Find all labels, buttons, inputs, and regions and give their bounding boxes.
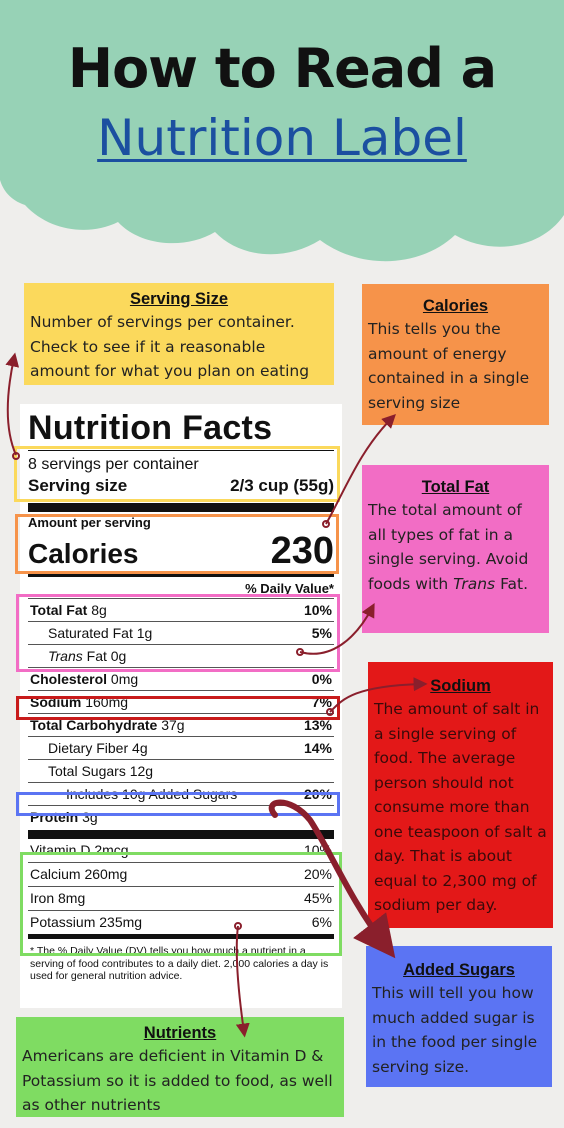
row-name: Total Fat <box>30 602 88 618</box>
footnote-star: * <box>30 945 35 957</box>
servings-per-container: 8 servings per container <box>28 456 199 473</box>
serving-arrow <box>5 352 20 456</box>
row-dv: 14% <box>303 740 332 756</box>
cloud-shape <box>0 0 564 262</box>
row-amount: 4g <box>132 740 148 756</box>
row-name: Total Sugars <box>48 763 126 779</box>
calories-label: Calories <box>28 538 139 569</box>
row-name: Includes 10g Added Sugars <box>66 786 238 802</box>
row-amount: 12g <box>129 763 154 779</box>
total-fat-text: The total amount of all types of fat in … <box>368 498 543 596</box>
vitamin-dv: 45% <box>303 890 332 906</box>
added-sugars-text: This will tell you how much added sugar … <box>372 984 538 1076</box>
amount-per-serving: Amount per serving <box>28 515 151 530</box>
row-amount: 37g <box>161 717 185 733</box>
divider-medium <box>28 571 334 577</box>
calories-callout: Calories This tells you the amount of en… <box>362 284 549 425</box>
divider-medium <box>28 934 334 939</box>
trans-fat-row: Trans Fat 0g <box>28 644 334 667</box>
nutrients-callout: Nutrients Americans are deficient in Vit… <box>16 1017 344 1117</box>
total-fat-text-end: Fat. <box>495 574 529 593</box>
dietary-fiber-row: Dietary Fiber 4g 14% <box>28 736 334 759</box>
serving-size-callout: Serving Size Number of servings per cont… <box>24 283 334 385</box>
serving-size-heading: Serving Size <box>129 290 229 308</box>
row-amount: 3g <box>82 809 98 825</box>
row-dv: 10% <box>303 602 332 618</box>
total-carbohydrate-row: Total Carbohydrate 37g 13% <box>28 713 334 736</box>
vitamin-row: Potassium 235mg 6% <box>28 910 334 934</box>
added-sugars-row: Includes 10g Added Sugars 20% <box>28 782 334 805</box>
vitamin-dv: 10% <box>303 842 332 858</box>
nutrition-facts-title: Nutrition Facts <box>28 409 273 447</box>
calories-heading: Calories <box>422 297 489 315</box>
row-name: Sodium <box>30 694 82 710</box>
serving-size-text: Number of servings per container. Check … <box>30 313 310 380</box>
divider <box>28 450 334 451</box>
row-amount: 0mg <box>110 671 139 687</box>
added-sugars-heading: Added Sugars <box>403 961 515 979</box>
row-amount: 0g <box>110 648 127 664</box>
vitamin-name: Iron 8mg <box>30 890 86 906</box>
total-fat-heading: Total Fat <box>421 478 490 496</box>
serving-size-label: Serving size <box>28 476 128 495</box>
divider-thick <box>28 830 334 839</box>
row-amount: 1g <box>136 625 153 641</box>
row-name-2: Fat <box>86 648 107 664</box>
nutrition-label: Nutrition Facts 8 servings per container… <box>20 404 342 1008</box>
nutrients-heading: Nutrients <box>143 1024 217 1042</box>
vitamin-dv: 6% <box>311 914 332 930</box>
page-title: How to Read a <box>67 37 497 100</box>
row-name: Cholesterol <box>30 671 108 687</box>
row-dv: 20% <box>303 786 332 802</box>
row-dv: 5% <box>311 625 332 641</box>
row-dv: 13% <box>303 717 332 733</box>
saturated-fat-row: Saturated Fat 1g 5% <box>28 621 334 644</box>
row-name: Dietary Fiber <box>48 740 129 756</box>
page-subtitle: Nutrition Label <box>0 106 564 170</box>
row-dv: 7% <box>311 694 332 710</box>
row-amount: 8g <box>91 602 107 618</box>
total-fat-text-main: The total amount of all types of fat in … <box>368 501 529 593</box>
added-sugars-callout: Added Sugars This will tell you how much… <box>366 946 552 1087</box>
vitamin-dv: 20% <box>303 866 332 882</box>
footnote-text: The % Daily Value (DV) tells you how muc… <box>30 945 329 982</box>
total-fat-callout: Total Fat The total amount of all types … <box>362 465 549 633</box>
sodium-callout: Sodium The amount of salt in a single se… <box>368 662 553 928</box>
calories-value: 230 <box>270 530 334 572</box>
row-name: Protein <box>30 809 79 825</box>
divider-thick <box>28 503 334 512</box>
total-fat-text-italic: Trans <box>453 574 496 593</box>
vitamin-row: Calcium 260mg 20% <box>28 862 334 886</box>
footnote: * The % Daily Value (DV) tells you how m… <box>28 945 334 983</box>
protein-row: Protein 3g <box>28 805 334 828</box>
cholesterol-row: Cholesterol 0mg 0% <box>28 667 334 690</box>
total-sugars-row: Total Sugars 12g <box>28 759 334 782</box>
row-dv: 0% <box>311 671 332 687</box>
total-fat-row: Total Fat 8g 10% <box>28 598 334 621</box>
vitamin-row: Vitamin D 2mcg 10% <box>28 839 334 862</box>
vitamin-name: Potassium 235mg <box>30 914 143 930</box>
serving-size-value: 2/3 cup (55g) <box>230 476 334 495</box>
sodium-heading: Sodium <box>430 677 491 695</box>
serving-size-row: Serving size 2/3 cup (55g) <box>28 475 334 497</box>
vitamin-name: Vitamin D 2mcg <box>30 842 129 858</box>
row-name: Trans <box>48 648 83 664</box>
serving-arrow-dot <box>12 452 20 460</box>
calories-row: Calories 230 <box>28 531 334 571</box>
row-name: Total Carbohydrate <box>30 717 158 733</box>
vitamin-row: Iron 8mg 45% <box>28 886 334 910</box>
daily-value-header: % Daily Value* <box>245 581 334 596</box>
row-amount: 160mg <box>85 694 129 710</box>
page-subtitle-text: Nutrition Label <box>97 109 467 167</box>
calories-text: This tells you the amount of energy cont… <box>368 320 530 412</box>
vitamin-name: Calcium 260mg <box>30 866 128 882</box>
sodium-text: The amount of salt in a single serving o… <box>374 700 547 914</box>
row-name: Saturated Fat <box>48 625 133 641</box>
sodium-row: Sodium 160mg 7% <box>28 690 334 713</box>
nutrients-text: Americans are deficient in Vitamin D & P… <box>22 1047 333 1114</box>
